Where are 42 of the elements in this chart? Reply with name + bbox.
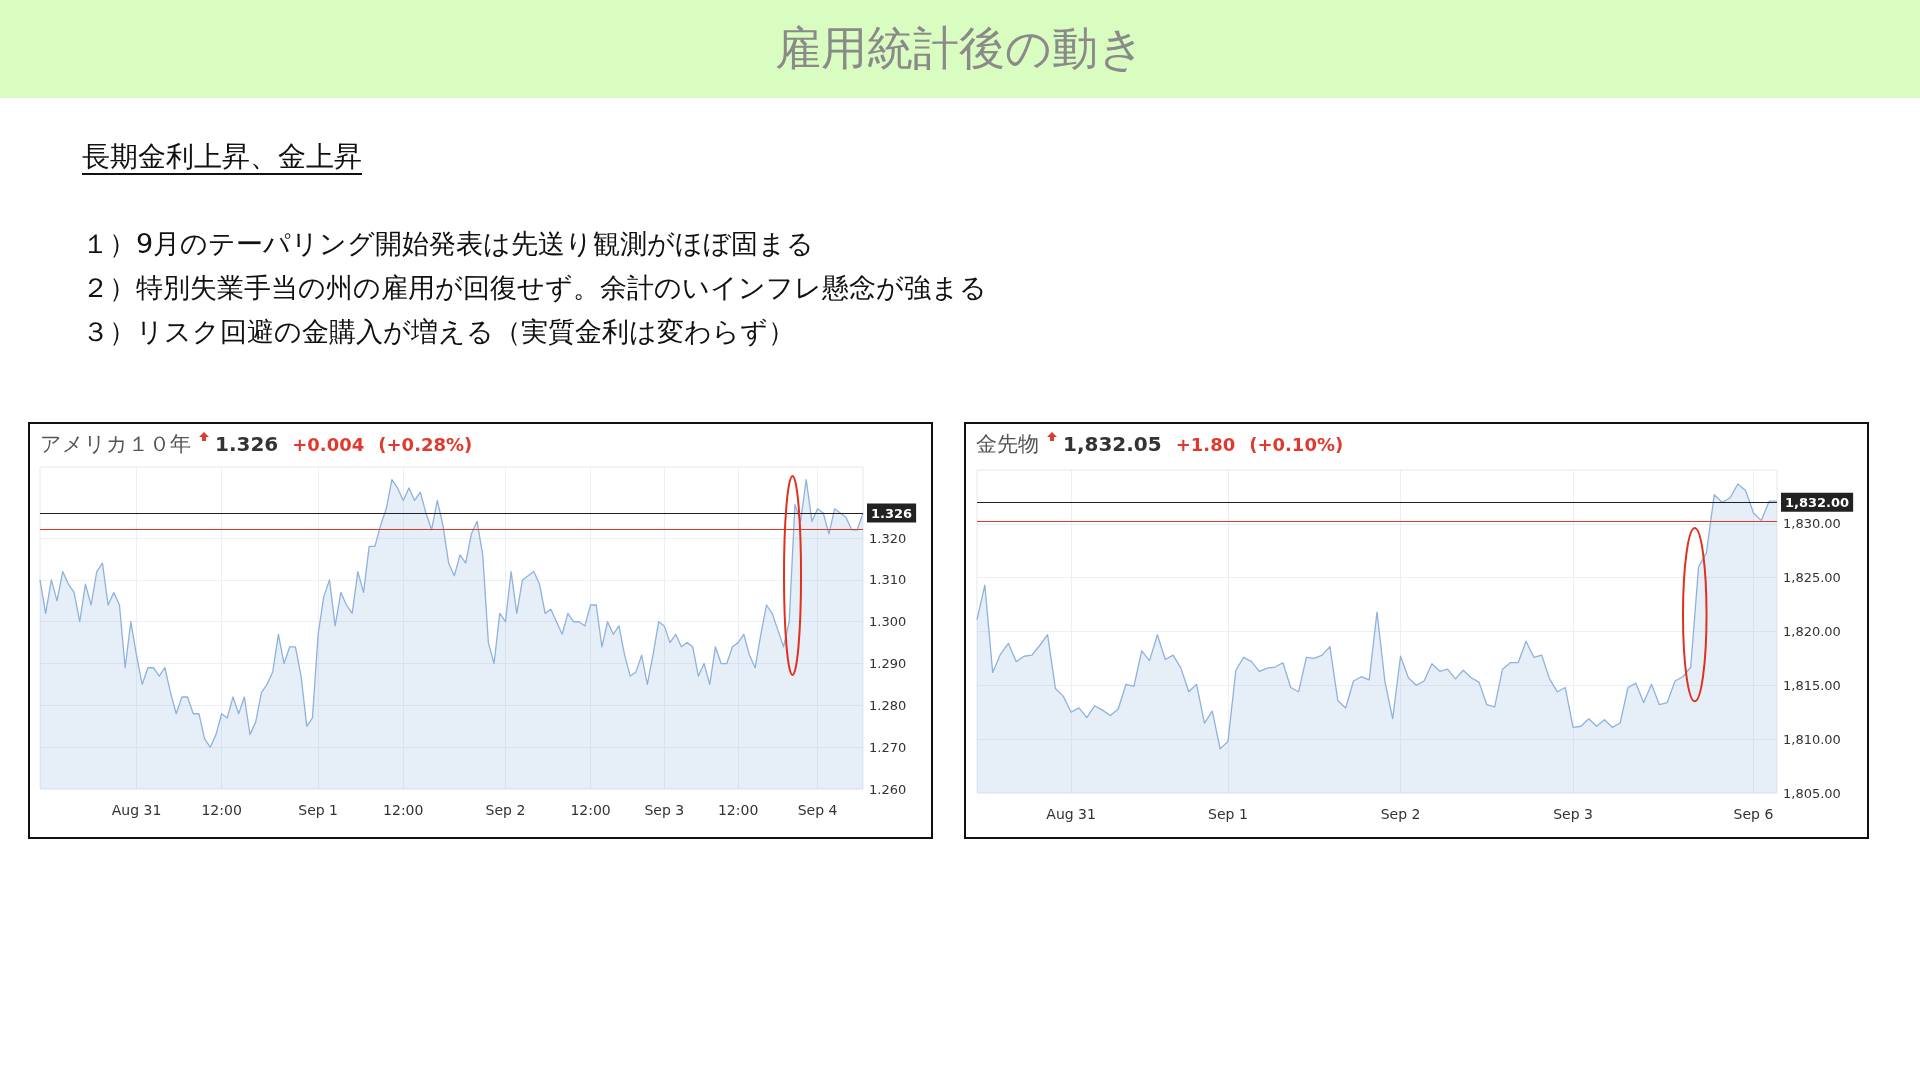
chart-title: 金先物 [976, 431, 1039, 458]
text: 長期金利上昇、金上昇 [82, 139, 362, 175]
x-tick-label: Sep 2 [485, 802, 526, 818]
y-tick-label: 1.270 [869, 739, 907, 755]
y-tick-label: 1.320 [869, 530, 907, 546]
ref-line-label: 1.326 [871, 505, 913, 521]
text: 雇用統計後の動き [0, 0, 1920, 98]
text: 1.326 [215, 432, 279, 456]
x-tick-label: 12:00 [201, 802, 242, 818]
y-tick-label: 1.280 [869, 697, 907, 713]
text: (+0.10%) [1249, 434, 1344, 455]
x-tick-label: 12:00 [717, 802, 759, 818]
text: ２）特別失業手当の州の雇用が回復せず。余計のいインフレ懸念が強まる [82, 271, 987, 305]
text: １）9月のテーパリング開始発表は先送り観測がほぼ固まる [82, 227, 815, 261]
y-tick-label: 1,815.00 [1783, 677, 1841, 693]
x-tick-label: Sep 6 [1733, 806, 1774, 822]
y-tick-label: 1.300 [869, 614, 907, 630]
y-tick-label: 1,820.00 [1783, 624, 1841, 639]
x-tick-label: Sep 1 [1208, 806, 1248, 822]
x-tick-label: Aug 31 [1046, 806, 1096, 822]
text: 1,832.05 [1063, 432, 1162, 456]
x-tick-label: Sep 3 [1553, 806, 1593, 822]
y-tick-label: 1,830.00 [1783, 516, 1841, 532]
x-tick-label: Aug 31 [111, 802, 162, 818]
y-tick-label: 1,810.00 [1783, 731, 1841, 747]
x-tick-label: 12:00 [383, 802, 424, 818]
ref-line-label: 1,832.00 [1785, 494, 1850, 510]
y-tick-label: 1.290 [869, 656, 907, 672]
text: +0.004 [292, 434, 365, 455]
x-tick-label: 12:00 [570, 802, 611, 818]
text: +1.80 [1175, 434, 1236, 455]
y-tick-label: 1,805.00 [1783, 785, 1841, 801]
x-tick-label: Sep 4 [797, 802, 838, 818]
text: (+0.28%) [378, 434, 473, 455]
y-tick-label: 1.260 [869, 781, 907, 797]
x-tick-label: Sep 2 [1380, 806, 1421, 822]
chart-title: アメリカ１０年 [40, 431, 191, 458]
y-tick-label: 1.310 [869, 572, 907, 588]
x-tick-label: Sep 1 [298, 802, 338, 818]
x-tick-label: Sep 3 [644, 802, 685, 818]
text: ３）リスク回避の金購入が増える（実質金利は変わらず） [82, 315, 795, 349]
y-tick-label: 1,825.00 [1783, 570, 1841, 586]
